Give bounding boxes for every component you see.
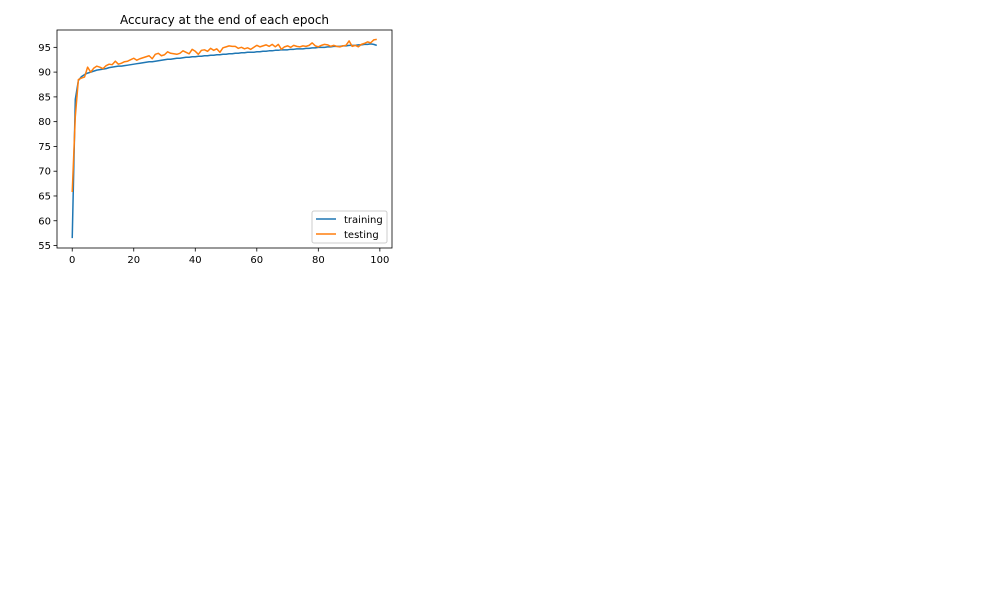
x-tick-label: 80 — [312, 255, 325, 266]
y-tick-label: 80 — [38, 117, 51, 128]
series-line-training — [71, 43, 378, 239]
y-tick-label: 65 — [38, 191, 51, 202]
y-tick-label: 55 — [38, 241, 51, 252]
x-tick-label: 20 — [127, 255, 140, 266]
y-tick-label: 75 — [38, 142, 51, 153]
series-lines — [71, 38, 378, 239]
y-tick-label: 95 — [38, 43, 51, 54]
y-tick-label: 60 — [38, 216, 51, 227]
chart-title: Accuracy at the end of each epoch — [120, 13, 329, 27]
x-tick-label: 100 — [370, 255, 389, 266]
x-tick-label: 60 — [250, 255, 263, 266]
x-tick-label: 40 — [189, 255, 202, 266]
x-axis: 0 20 40 60 80 100 — [69, 248, 389, 266]
x-tick-label: 0 — [69, 255, 75, 266]
legend-label-training: training — [344, 215, 383, 226]
y-axis: 55 60 65 70 75 80 85 90 95 — [38, 43, 57, 252]
y-tick-label: 70 — [38, 167, 51, 178]
y-tick-label: 85 — [38, 92, 51, 103]
legend-label-testing: testing — [344, 230, 379, 241]
series-line-testing — [71, 38, 377, 193]
legend: training testing — [311, 210, 388, 244]
y-tick-label: 90 — [38, 68, 51, 79]
